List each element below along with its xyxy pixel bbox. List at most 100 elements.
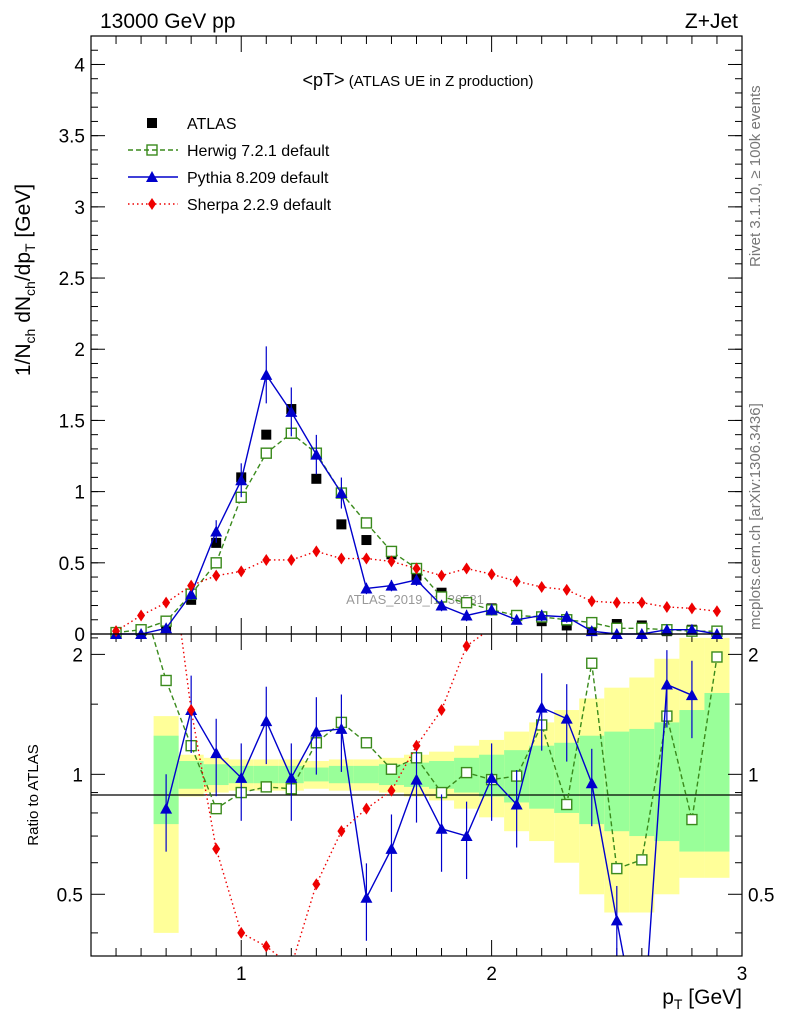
ratio-marker-herwig-14 <box>460 766 473 779</box>
ratio-band-inner-6 <box>253 765 279 784</box>
main-marker-sherpa-5 <box>237 565 246 578</box>
main-marker-herwig-10 <box>360 517 373 529</box>
main-ytick-label-7: 3.5 <box>59 127 85 148</box>
ratio-marker-sherpa-10 <box>362 802 371 815</box>
legend-marker-atlas <box>147 118 157 128</box>
main-marker-pythia-2 <box>160 622 173 634</box>
main-ytick-label-5: 2.5 <box>59 269 85 290</box>
ratio-marker-sherpa-3 <box>187 704 196 717</box>
ratio-band-inner-3 <box>178 761 204 789</box>
ratio-marker-sherpa-6 <box>262 940 271 953</box>
mcplots-label: mcplots.cern.ch [arXiv:1306.3436] <box>747 403 764 630</box>
ratio-marker-herwig-11 <box>385 763 398 775</box>
ylabel-sub-ch-1: ch <box>22 329 38 344</box>
main-marker-atlas-9 <box>336 519 347 530</box>
ratio-marker-pythia-22 <box>660 678 673 690</box>
ratio-marker-herwig-20 <box>611 862 623 875</box>
main-ytick-label-3: 1.5 <box>59 411 85 432</box>
ratio-ytick-label-2: 2 <box>72 645 83 666</box>
legend-label-atlas: ATLAS <box>187 116 237 133</box>
main-marker-pythia-8 <box>310 448 323 460</box>
main-marker-sherpa-6 <box>262 553 271 566</box>
main-ytick-label-4: 2 <box>74 340 85 361</box>
ratio-band-inner-22 <box>654 722 680 842</box>
ratio-marker-herwig-2 <box>160 674 172 687</box>
main-marker-sherpa-12 <box>412 562 421 575</box>
ratio-marker-pythia-8 <box>310 725 323 737</box>
ratio-band-inner-20 <box>604 731 630 832</box>
ratio-marker-sherpa-9 <box>337 825 346 838</box>
header-left: 13000 GeV pp <box>100 10 235 33</box>
ratio-marker-pythia-9 <box>335 722 348 734</box>
ratio-marker-pythia-5 <box>235 771 248 783</box>
ratio-axis-ticks: 0.5 0.5 1 1 2 2 1 2 3 <box>57 634 774 985</box>
main-marker-sherpa-14 <box>462 562 471 575</box>
main-marker-atlas-8 <box>311 473 322 484</box>
main-marker-sherpa-4 <box>212 569 221 582</box>
main-marker-sherpa-18 <box>562 583 571 596</box>
ratio-marker-herwig-18 <box>561 798 573 811</box>
ratio-marker-pythia-19 <box>585 777 598 789</box>
ylabel-part-4: [GeV] <box>12 184 35 244</box>
ratio-clipped-group <box>151 634 723 956</box>
main-marker-sherpa-17 <box>537 581 546 594</box>
main-marker-sherpa-2 <box>162 596 171 609</box>
ylabel-sub-t: T <box>22 243 38 252</box>
main-marker-sherpa-3 <box>187 579 196 592</box>
xtick-label-2: 3 <box>737 964 748 985</box>
xtick-label-0: 1 <box>236 964 247 985</box>
main-marker-sherpa-20 <box>612 596 621 609</box>
main-marker-pythia-5 <box>235 474 248 486</box>
x-axis-label: pT [GeV] <box>662 986 742 1012</box>
ratio-marker-pythia-4 <box>210 747 223 759</box>
ratio-ytick-label-right-0: 0.5 <box>748 885 774 906</box>
ratio-line-pythia <box>165 683 693 956</box>
rivet-label: Rivet 3.1.10, ≥ 100k events <box>747 85 764 267</box>
xlabel-main: p <box>662 986 674 1009</box>
ratio-marker-sherpa-14 <box>462 639 471 652</box>
main-marker-atlas-10 <box>361 535 372 546</box>
ratio-band-inner-21 <box>629 728 655 837</box>
legend: ATLAS Herwig 7.2.1 default Pythia 8.209 … <box>128 116 332 214</box>
ratio-marker-herwig-10 <box>360 737 373 749</box>
main-marker-sherpa-1 <box>137 609 146 622</box>
ylabel-sub-ch-2: ch <box>22 281 38 296</box>
plot-title-prefix: <pT> <box>303 70 345 90</box>
main-marker-pythia-7 <box>285 405 298 417</box>
ratio-marker-sherpa-11 <box>387 784 396 797</box>
main-marker-pythia-16 <box>510 613 523 625</box>
ratio-marker-pythia-6 <box>260 715 273 727</box>
ratio-marker-herwig-19 <box>586 657 598 669</box>
main-marker-sherpa-11 <box>387 555 396 568</box>
main-ytick-label-2: 1 <box>74 483 85 504</box>
legend-marker-pythia <box>146 171 158 182</box>
main-marker-sherpa-9 <box>337 552 346 565</box>
main-marker-pythia-18 <box>560 610 573 622</box>
ratio-marker-sherpa-12 <box>412 739 421 752</box>
main-marker-atlas-6 <box>261 429 272 440</box>
main-marker-sherpa-16 <box>512 575 521 588</box>
main-marker-pythia-22 <box>660 623 673 635</box>
ratio-ytick-label-1: 1 <box>72 765 83 786</box>
main-marker-pythia-6 <box>260 368 273 380</box>
main-marker-sherpa-23 <box>687 602 696 615</box>
ratio-uncertainty-bands <box>153 637 730 933</box>
main-marker-pythia-3 <box>185 588 198 600</box>
ratio-marker-sherpa-5 <box>237 926 246 939</box>
main-marker-sherpa-7 <box>287 553 296 566</box>
watermark: ATLAS_2019_I1736531 <box>346 592 484 607</box>
main-marker-sherpa-19 <box>587 595 596 608</box>
ratio-marker-herwig-6 <box>260 781 272 793</box>
ratio-marker-pythia-13 <box>435 822 448 834</box>
ratio-marker-pythia-15 <box>485 771 498 783</box>
main-marker-sherpa-22 <box>662 600 671 613</box>
legend-marker-herwig <box>146 144 158 156</box>
main-marker-pythia-13 <box>435 599 448 611</box>
xtick-label-1: 2 <box>486 964 497 985</box>
main-marker-pythia-17 <box>535 609 548 621</box>
legend-label-pythia: Pythia 8.209 default <box>187 170 329 187</box>
ratio-marker-pythia-7 <box>285 771 298 783</box>
ratio-marker-pythia-10 <box>360 891 373 903</box>
plot-title: <pT> (ATLAS UE in Z production) <box>303 70 534 90</box>
